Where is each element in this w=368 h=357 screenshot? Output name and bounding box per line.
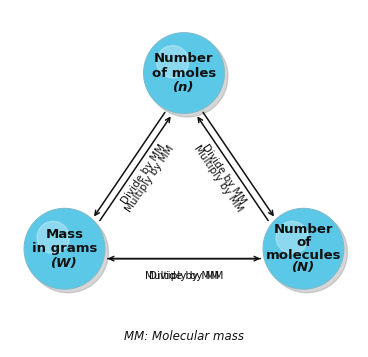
Text: MM: Molecular mass: MM: Molecular mass [124,330,244,343]
Text: Divide by MM: Divide by MM [120,142,168,206]
Circle shape [266,212,347,293]
Text: Mass: Mass [46,227,84,241]
Circle shape [263,208,344,289]
Circle shape [24,208,105,289]
Text: Divide by MM: Divide by MM [149,271,219,281]
Text: (W): (W) [51,257,78,270]
Circle shape [28,212,109,293]
Text: Multiply by MM: Multiply by MM [145,271,223,281]
Text: molecules: molecules [266,248,341,262]
Text: of moles: of moles [152,66,216,80]
Circle shape [144,32,224,114]
Text: Number: Number [154,52,214,65]
Text: Multiply by MM: Multiply by MM [124,143,176,213]
Circle shape [156,46,189,78]
Text: of: of [296,236,311,249]
Circle shape [37,221,69,253]
Text: (n): (n) [173,81,195,94]
Text: (N): (N) [292,261,315,274]
Circle shape [276,221,308,253]
Circle shape [147,36,228,117]
Text: Multiply by MM: Multiply by MM [192,143,244,213]
Text: Divide by MM: Divide by MM [200,142,248,206]
Text: in grams: in grams [32,242,97,255]
Text: Number: Number [274,223,333,236]
